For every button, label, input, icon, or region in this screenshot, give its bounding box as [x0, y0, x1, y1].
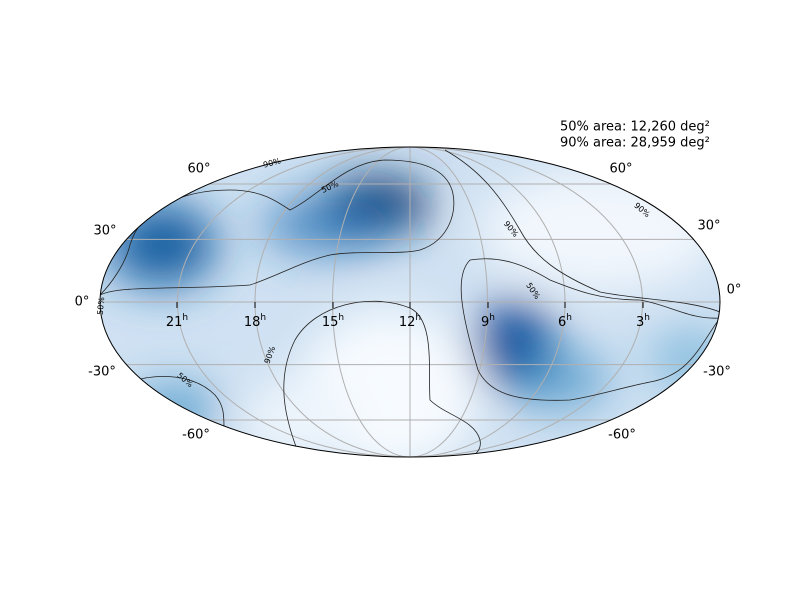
lat-label: -30°	[88, 365, 116, 380]
ra-label: 6h	[558, 313, 572, 330]
ra-unit: h	[182, 313, 188, 323]
ra-hour: 21	[166, 315, 183, 330]
contour-label: 50%	[96, 296, 107, 315]
ra-unit: h	[260, 313, 266, 323]
ra-hour: 9	[481, 315, 489, 330]
ra-label: 18h	[244, 313, 266, 330]
lat-label: 0°	[727, 283, 742, 298]
ra-label: 12h	[399, 313, 421, 330]
ra-label: 9h	[481, 313, 495, 330]
ra-label: 21h	[166, 313, 188, 330]
ra-hour: 18	[244, 315, 261, 330]
annotation: 90% area: 28,959 deg²	[560, 136, 710, 151]
ra-unit: h	[338, 313, 344, 323]
ra-unit: h	[566, 313, 572, 323]
ra-ticks	[176, 302, 644, 308]
lat-label: 60°	[187, 162, 210, 177]
annotation: 50% area: 12,260 deg²	[560, 120, 710, 135]
lat-label: 30°	[697, 219, 720, 234]
ra-hour: 3	[636, 315, 644, 330]
lat-label: 0°	[75, 295, 90, 310]
ra-hour: 15	[322, 315, 339, 330]
map-border	[99, 146, 721, 458]
lat-label: 30°	[93, 224, 116, 239]
ra-unit: h	[415, 313, 421, 323]
ra-unit: h	[644, 313, 650, 323]
ra-label: 15h	[322, 313, 344, 330]
lat-label: -60°	[608, 428, 636, 443]
lat-label: -60°	[182, 428, 210, 443]
ra-hour: 6	[558, 315, 566, 330]
lat-label: -30°	[703, 365, 731, 380]
ra-hour: 12	[399, 315, 416, 330]
lat-label: 60°	[609, 162, 632, 177]
ra-label: 3h	[636, 313, 650, 330]
ra-unit: h	[489, 313, 495, 323]
